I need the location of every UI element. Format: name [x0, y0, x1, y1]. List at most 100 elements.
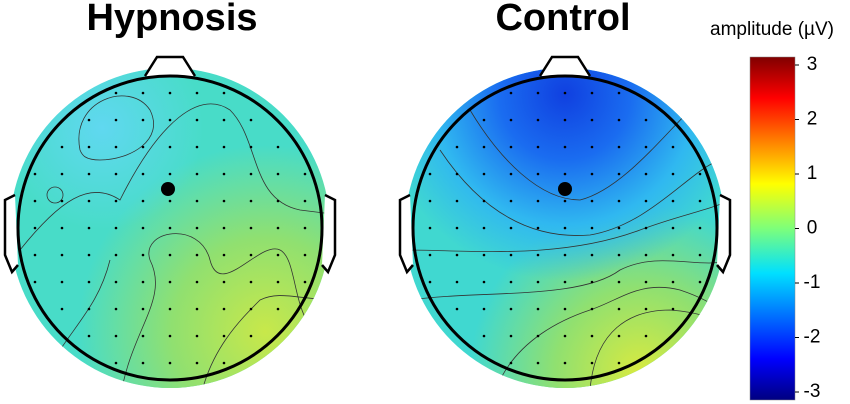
electrode: [563, 334, 567, 338]
electrode: [455, 280, 459, 284]
electrode: [509, 199, 513, 203]
electrode: [276, 172, 280, 176]
colorbar-tick-label: -2: [804, 327, 821, 348]
electrode: [168, 226, 172, 230]
colorbar-label: amplitude (µV): [710, 19, 834, 40]
electrode: [482, 334, 486, 338]
electrode: [671, 226, 675, 230]
electrode: [195, 307, 199, 311]
electrode: [563, 280, 567, 284]
electrode: [303, 172, 307, 176]
electrode: [114, 199, 118, 203]
electrode: [168, 280, 172, 284]
colorbar-tick-label: 0: [807, 218, 818, 239]
electrode: [617, 226, 621, 230]
electrode: [249, 118, 253, 122]
electrode: [60, 280, 64, 284]
electrode: [303, 226, 307, 230]
electrode: [428, 280, 432, 284]
electrode: [509, 280, 513, 284]
electrode: [87, 307, 91, 311]
electrode: [87, 280, 91, 284]
electrode: [509, 226, 513, 230]
colorbar-tick-label: 2: [807, 109, 818, 130]
electrode: [87, 145, 91, 149]
electrode: [168, 118, 172, 122]
electrode: [428, 172, 432, 176]
colorbar: [749, 56, 796, 401]
electrode: [455, 226, 459, 230]
electrode: [590, 91, 594, 95]
electrode: [60, 307, 64, 311]
electrode: [168, 199, 172, 203]
electrode: [222, 91, 226, 95]
electrode: [249, 280, 253, 284]
electrode: [303, 253, 307, 257]
electrode: [563, 91, 567, 95]
electrode: [536, 91, 540, 95]
electrode: [87, 334, 91, 338]
electrode: [222, 280, 226, 284]
panel-title: Control: [495, 0, 630, 39]
electrode: [563, 199, 567, 203]
electrode: [617, 280, 621, 284]
electrode: [195, 199, 199, 203]
electrode: [590, 253, 594, 257]
electrode: [276, 199, 280, 203]
electrode: [509, 145, 513, 149]
electrode: [617, 307, 621, 311]
electrode: [644, 199, 648, 203]
electrode: [114, 253, 118, 257]
electrode: [60, 172, 64, 176]
electrode: [563, 118, 567, 122]
electrode: [87, 253, 91, 257]
electrode: [698, 280, 702, 284]
electrode: [168, 361, 172, 365]
electrode: [590, 118, 594, 122]
electrode: [141, 334, 145, 338]
electrode: [428, 253, 432, 257]
electrode: [536, 118, 540, 122]
electrode: [249, 307, 253, 311]
electrode: [60, 226, 64, 230]
electrode: [195, 280, 199, 284]
electrode: [590, 361, 594, 365]
electrode: [644, 118, 648, 122]
electrode: [509, 172, 513, 176]
electrode: [509, 361, 513, 365]
electrode: [428, 199, 432, 203]
electrode: [617, 253, 621, 257]
electrode: [698, 172, 702, 176]
electrode: [114, 172, 118, 176]
electrode: [114, 334, 118, 338]
colorbar-tick-label: 1: [807, 163, 818, 184]
electrode: [536, 199, 540, 203]
electrode: [249, 253, 253, 257]
electrode: [195, 118, 199, 122]
electrode: [249, 334, 253, 338]
electrode: [222, 361, 226, 365]
electrode: [509, 118, 513, 122]
electrode: [168, 334, 172, 338]
electrode: [428, 226, 432, 230]
electrode: [482, 199, 486, 203]
electrode: [33, 253, 37, 257]
electrode: [563, 361, 567, 365]
electrode: [249, 226, 253, 230]
electrode: [563, 307, 567, 311]
electrode: [168, 91, 172, 95]
electrode: [276, 307, 280, 311]
electrode: [195, 172, 199, 176]
electrode: [671, 199, 675, 203]
electrode: [563, 145, 567, 149]
electrode: [563, 253, 567, 257]
electrode: [222, 307, 226, 311]
electrode: [114, 91, 118, 95]
electrode: [536, 280, 540, 284]
electrode: [590, 226, 594, 230]
electrode: [60, 145, 64, 149]
control-map: [398, 55, 732, 388]
electrode: [60, 199, 64, 203]
electrode: [168, 307, 172, 311]
